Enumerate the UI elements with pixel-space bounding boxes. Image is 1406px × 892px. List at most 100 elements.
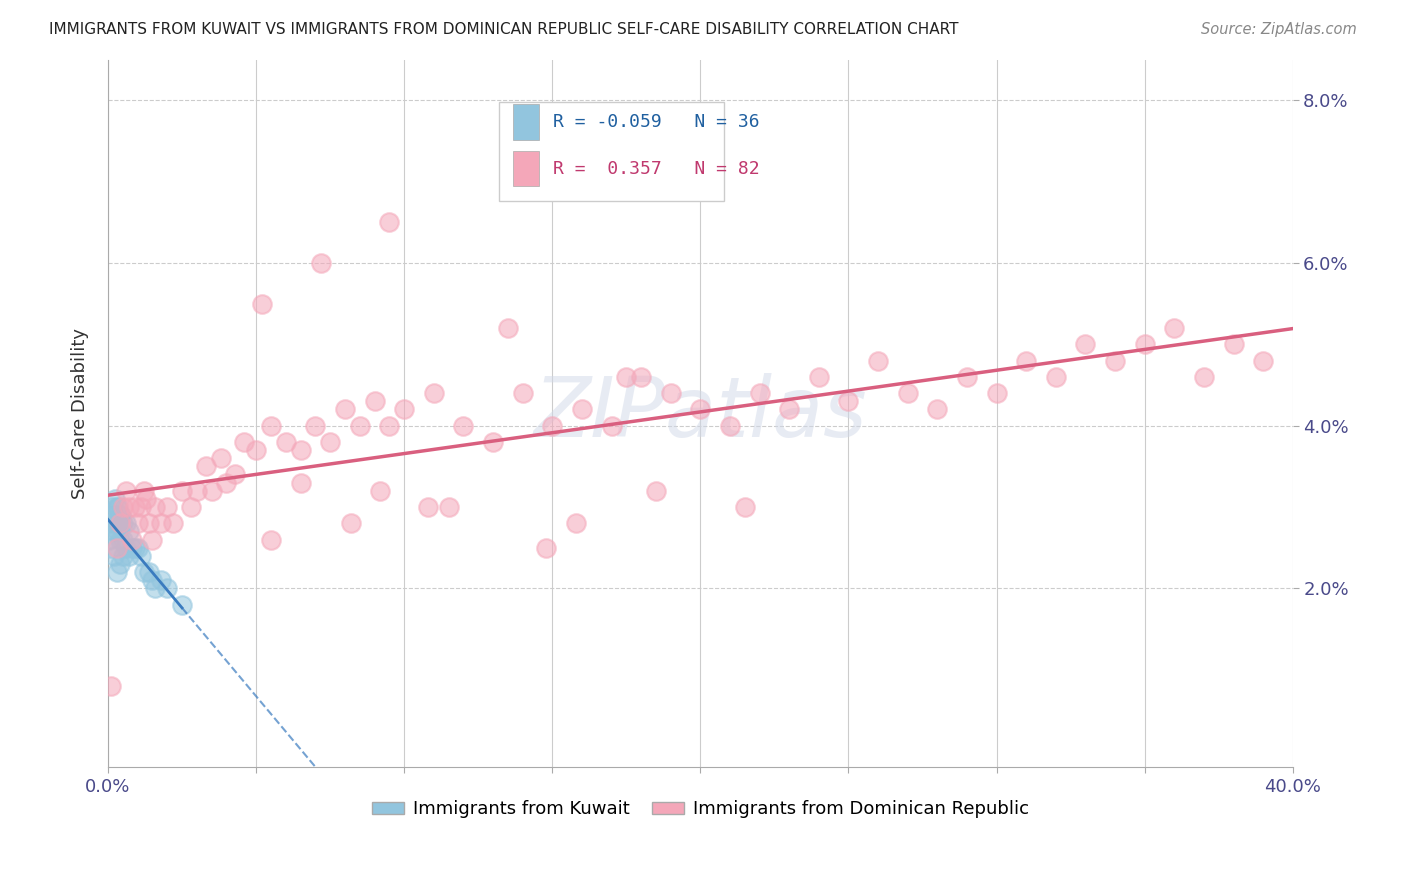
Point: [423, 386, 446, 401]
Point: [111, 500, 134, 514]
Point: [659, 386, 682, 401]
Point: [103, 524, 125, 539]
Point: [536, 541, 558, 555]
Point: [209, 451, 232, 466]
FancyBboxPatch shape: [513, 151, 540, 186]
Text: IMMIGRANTS FROM KUWAIT VS IMMIGRANTS FROM DOMINICAN REPUBLIC SELF-CARE DISABILIT: IMMIGRANTS FROM KUWAIT VS IMMIGRANTS FRO…: [49, 22, 959, 37]
Point: [986, 386, 1008, 401]
Point: [111, 516, 134, 531]
Point: [748, 386, 770, 401]
Point: [121, 533, 143, 547]
Point: [135, 491, 157, 506]
Point: [630, 369, 652, 384]
Point: [118, 549, 141, 563]
Point: [333, 402, 356, 417]
Point: [101, 500, 124, 514]
Point: [108, 508, 131, 522]
Point: [274, 434, 297, 449]
Point: [132, 483, 155, 498]
Point: [370, 483, 392, 498]
Text: Source: ZipAtlas.com: Source: ZipAtlas.com: [1201, 22, 1357, 37]
Point: [319, 434, 342, 449]
Point: [108, 533, 131, 547]
Point: [1222, 337, 1244, 351]
Point: [127, 541, 149, 555]
Point: [837, 394, 859, 409]
Point: [245, 443, 267, 458]
Point: [233, 434, 256, 449]
Point: [111, 549, 134, 563]
Point: [250, 296, 273, 310]
Point: [114, 483, 136, 498]
Point: [1015, 353, 1038, 368]
Point: [170, 598, 193, 612]
Point: [927, 402, 949, 417]
Point: [734, 500, 756, 514]
Point: [156, 500, 179, 514]
Point: [118, 500, 141, 514]
Point: [141, 533, 163, 547]
Point: [392, 402, 415, 417]
Point: [378, 418, 401, 433]
Point: [378, 215, 401, 229]
Point: [349, 418, 371, 433]
Point: [105, 524, 128, 539]
Point: [100, 679, 122, 693]
Point: [260, 533, 283, 547]
Point: [103, 549, 125, 563]
Point: [897, 386, 920, 401]
Point: [645, 483, 668, 498]
Point: [437, 500, 460, 514]
Point: [565, 516, 588, 531]
Point: [108, 557, 131, 571]
Point: [138, 565, 160, 579]
Point: [309, 256, 332, 270]
Point: [150, 516, 173, 531]
Point: [100, 516, 122, 531]
Point: [132, 565, 155, 579]
Point: [194, 459, 217, 474]
Point: [114, 516, 136, 531]
Point: [304, 418, 326, 433]
Point: [541, 418, 564, 433]
FancyBboxPatch shape: [513, 104, 540, 140]
Point: [156, 582, 179, 596]
Point: [571, 402, 593, 417]
Text: R =  0.357   N = 82: R = 0.357 N = 82: [554, 160, 761, 178]
Point: [162, 516, 184, 531]
Point: [215, 475, 238, 490]
Y-axis label: Self-Care Disability: Self-Care Disability: [72, 328, 89, 499]
Point: [111, 533, 134, 547]
Point: [107, 500, 129, 514]
Point: [224, 467, 246, 482]
Point: [1045, 369, 1067, 384]
Point: [807, 369, 830, 384]
Point: [145, 582, 167, 596]
Text: ZIPatlas: ZIPatlas: [533, 373, 868, 454]
Point: [260, 418, 283, 433]
Point: [105, 565, 128, 579]
Point: [1074, 337, 1097, 351]
Point: [290, 475, 312, 490]
Legend: Immigrants from Kuwait, Immigrants from Dominican Republic: Immigrants from Kuwait, Immigrants from …: [364, 793, 1036, 825]
Point: [118, 524, 141, 539]
Point: [108, 516, 131, 531]
Point: [290, 443, 312, 458]
Point: [129, 549, 152, 563]
Point: [868, 353, 890, 368]
Point: [614, 369, 637, 384]
Point: [114, 541, 136, 555]
Point: [138, 516, 160, 531]
Point: [110, 508, 132, 522]
Point: [186, 483, 208, 498]
Point: [180, 500, 202, 514]
FancyBboxPatch shape: [499, 102, 724, 201]
Point: [416, 500, 439, 514]
Point: [340, 516, 363, 531]
Point: [496, 321, 519, 335]
Point: [1133, 337, 1156, 351]
Point: [718, 418, 741, 433]
Point: [121, 541, 143, 555]
Point: [104, 491, 127, 506]
Point: [1251, 353, 1274, 368]
